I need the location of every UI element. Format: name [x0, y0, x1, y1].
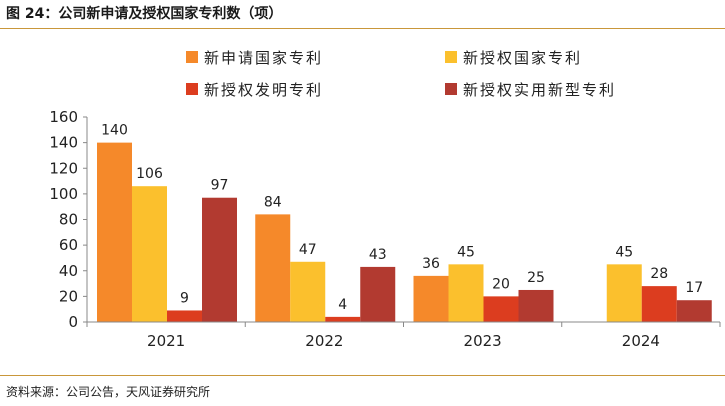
x-axis: 2021 2022 2023 2024 — [86, 321, 721, 350]
bar — [132, 186, 167, 322]
bar — [518, 289, 554, 322]
y-tick-label: 80 — [59, 211, 78, 229]
bottom-rule — [0, 375, 725, 376]
bar — [606, 264, 642, 322]
legend-label: 新授权国家专利 — [463, 49, 582, 67]
data-label: 140 — [101, 123, 128, 139]
bar — [325, 316, 361, 322]
data-label: 97 — [211, 178, 229, 194]
data-label: 84 — [264, 194, 282, 210]
x-tick-label: 2024 — [622, 332, 660, 350]
data-labels: 140 106 9 97 84 47 4 43 36 45 20 25 45 28 17 — [101, 123, 703, 313]
y-tick-label: 160 — [49, 108, 78, 126]
source-note: 资料来源：公司公告，天风证券研究所 — [6, 385, 211, 399]
data-label: 36 — [422, 256, 440, 272]
x-tick-label: 2021 — [147, 332, 185, 350]
bar — [290, 261, 326, 322]
y-axis: 0 20 40 60 80 100 120 140 160 — [49, 108, 88, 331]
y-tick-label: 0 — [68, 313, 78, 331]
bar — [448, 264, 484, 322]
data-label: 45 — [457, 244, 475, 260]
legend-label: 新授权发明专利 — [204, 81, 323, 99]
data-label: 9 — [180, 290, 189, 306]
bar — [676, 300, 712, 322]
bar — [413, 275, 449, 322]
data-label: 47 — [299, 242, 317, 258]
top-rule — [0, 28, 725, 29]
y-tick-label: 120 — [49, 159, 78, 177]
data-label: 25 — [527, 270, 545, 286]
y-tick-label: 100 — [49, 185, 78, 203]
x-tick-label: 2023 — [464, 332, 502, 350]
x-tick-label: 2022 — [305, 332, 343, 350]
bar — [255, 214, 291, 322]
data-label: 45 — [615, 244, 633, 260]
data-label: 43 — [369, 247, 387, 263]
data-label: 17 — [685, 280, 703, 296]
bar — [483, 296, 519, 322]
y-tick-label: 40 — [59, 262, 78, 280]
legend-swatch — [186, 83, 198, 95]
bar — [97, 142, 132, 322]
legend-label: 新申请国家专利 — [204, 49, 323, 67]
data-label: 20 — [492, 276, 510, 292]
data-label: 4 — [338, 297, 347, 313]
bar — [167, 310, 202, 322]
bars — [97, 142, 712, 322]
bar — [641, 286, 677, 322]
data-label: 106 — [136, 166, 163, 182]
figure-title: 图 24：公司新申请及授权国家专利数（项） — [6, 6, 283, 22]
y-tick-label: 20 — [59, 287, 78, 305]
y-tick-label: 60 — [59, 236, 78, 254]
data-label: 28 — [650, 266, 668, 282]
bar — [202, 197, 237, 322]
legend-swatch — [445, 51, 457, 63]
legend-label: 新授权实用新型专利 — [463, 81, 616, 99]
legend-swatch — [445, 83, 457, 95]
y-tick-label: 140 — [49, 134, 78, 152]
legend-swatch — [186, 51, 198, 63]
bar — [360, 266, 396, 322]
